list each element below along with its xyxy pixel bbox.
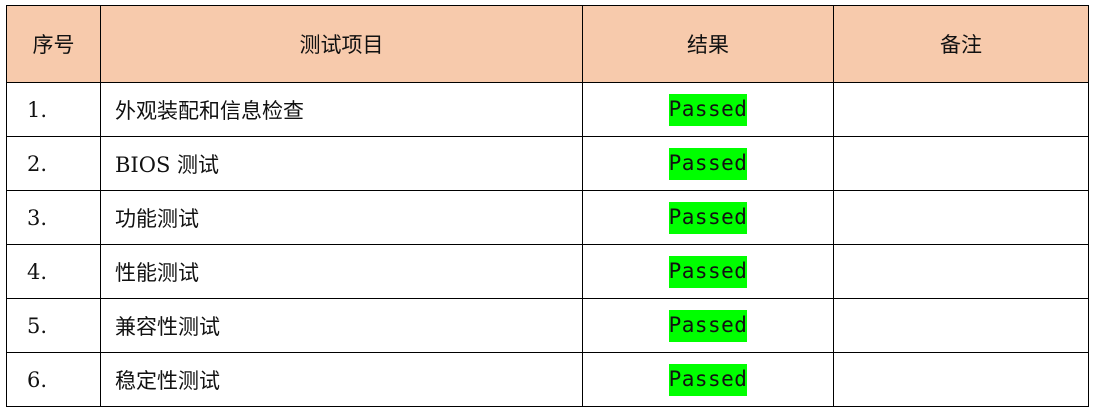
table-row: 3. 功能测试 Passed — [6, 190, 1089, 245]
test-item: 性能测试 — [100, 244, 583, 299]
table-row: 2. BIOS 测试 Passed — [6, 136, 1089, 191]
table-row: 5. 兼容性测试 Passed — [6, 298, 1089, 353]
note-cell — [833, 190, 1089, 245]
table-row: 1. 外观装配和信息检查 Passed — [6, 82, 1089, 137]
result-cell: Passed — [582, 82, 834, 137]
result-cell: Passed — [582, 244, 834, 299]
row-index: 5. — [6, 298, 101, 353]
test-item: 功能测试 — [100, 190, 583, 245]
passed-badge: Passed — [668, 255, 748, 288]
note-cell — [833, 352, 1089, 407]
passed-badge: Passed — [668, 93, 748, 126]
header-note: 备注 — [833, 5, 1089, 83]
row-index: 1. — [6, 82, 101, 137]
note-cell — [833, 136, 1089, 191]
passed-badge: Passed — [668, 363, 748, 396]
note-cell — [833, 298, 1089, 353]
table-row: 4. 性能测试 Passed — [6, 244, 1089, 299]
result-cell: Passed — [582, 352, 834, 407]
test-item: 外观装配和信息检查 — [100, 82, 583, 137]
result-cell: Passed — [582, 190, 834, 245]
test-item: 兼容性测试 — [100, 298, 583, 353]
test-results-table: 序号 测试项目 结果 备注 1. 外观装配和信息检查 Passed 2. BIOS 测试… — [6, 5, 1089, 407]
result-cell: Passed — [582, 298, 834, 353]
header-result: 结果 — [582, 5, 834, 83]
note-cell — [833, 244, 1089, 299]
row-index: 3. — [6, 190, 101, 245]
header-index: 序号 — [6, 5, 101, 83]
header-test-item: 测试项目 — [100, 5, 583, 83]
passed-badge: Passed — [668, 309, 748, 342]
passed-badge: Passed — [668, 147, 748, 180]
header-row: 序号 测试项目 结果 备注 — [6, 5, 1089, 83]
result-cell: Passed — [582, 136, 834, 191]
passed-badge: Passed — [668, 201, 748, 234]
note-cell — [833, 82, 1089, 137]
row-index: 2. — [6, 136, 101, 191]
test-item: BIOS 测试 — [100, 136, 583, 191]
row-index: 4. — [6, 244, 101, 299]
table-row: 6. 稳定性测试 Passed — [6, 352, 1089, 407]
row-index: 6. — [6, 352, 101, 407]
test-item: 稳定性测试 — [100, 352, 583, 407]
